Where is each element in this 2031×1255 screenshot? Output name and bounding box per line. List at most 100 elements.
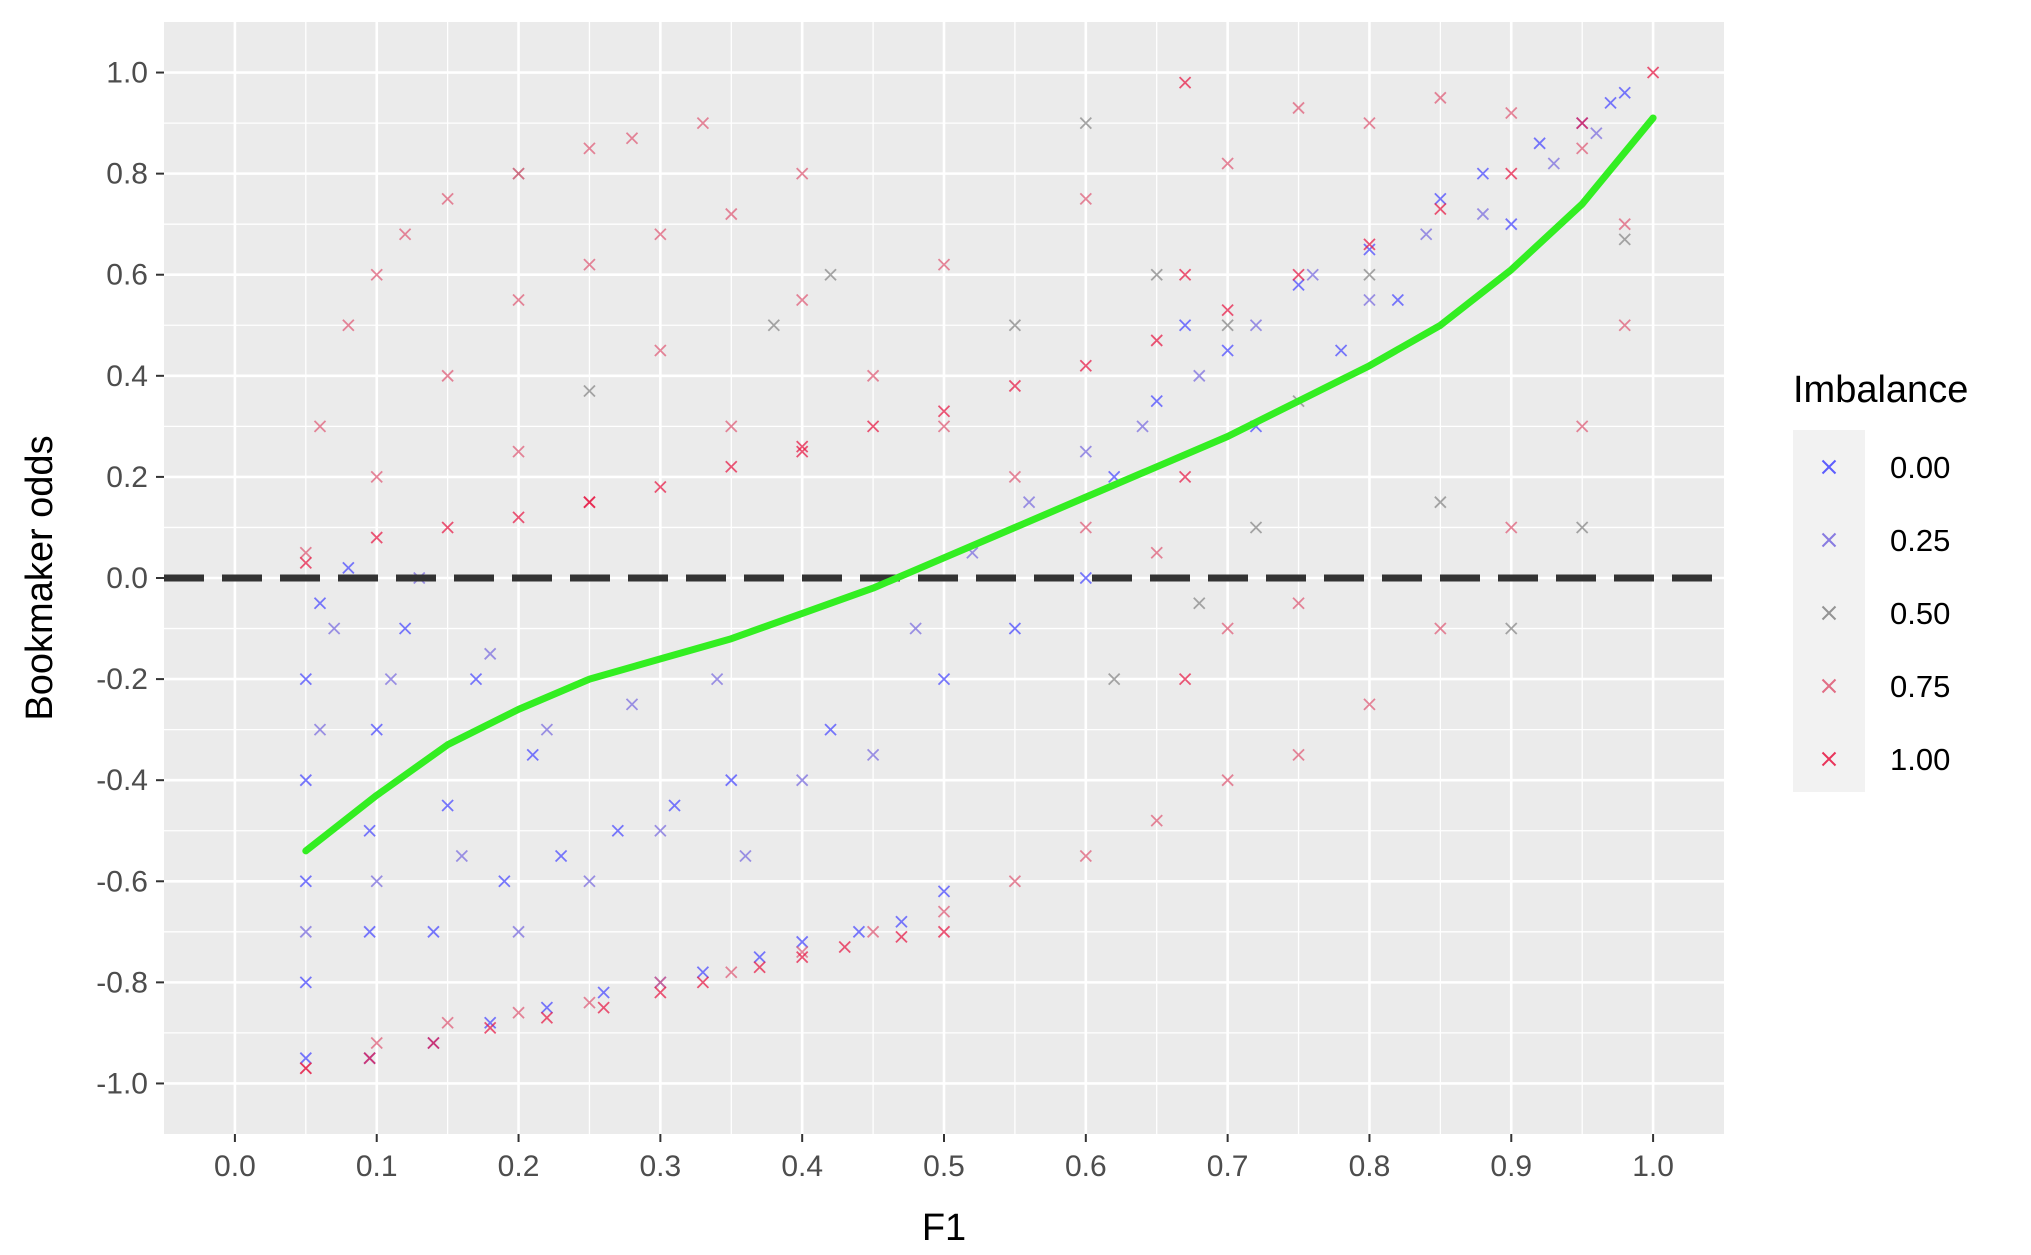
data-point [1136, 420, 1149, 433]
legend-label: 0.25 [1890, 523, 1950, 558]
data-point [1547, 157, 1560, 170]
data-point [484, 647, 497, 660]
data-point [937, 925, 951, 938]
data-point [299, 672, 312, 686]
legend-title: Imbalance [1793, 369, 1968, 411]
data-point [1221, 344, 1234, 357]
data-point [1221, 303, 1234, 317]
data-point [1434, 622, 1447, 635]
data-point [540, 1001, 554, 1014]
data-point [1178, 319, 1192, 332]
x-tick-label: 0.6 [1065, 1150, 1107, 1183]
data-point [1646, 66, 1660, 79]
data-point [1221, 774, 1234, 787]
data-point [1533, 137, 1546, 150]
data-point [1618, 218, 1631, 231]
data-point [852, 925, 866, 938]
data-point [866, 369, 880, 382]
y-tick-label: 1.0 [106, 57, 148, 90]
data-point [866, 925, 880, 938]
data-point [299, 546, 312, 559]
data-point [1079, 192, 1092, 206]
data-point [753, 961, 766, 974]
y-tick-label: 0.6 [106, 259, 148, 292]
data-point [654, 986, 667, 999]
data-point [1150, 334, 1163, 347]
x-tick-label: 0.5 [923, 1150, 965, 1183]
data-point [540, 723, 554, 736]
data-point [512, 293, 525, 307]
data-point [1363, 293, 1376, 307]
y-tick-label: 0.4 [106, 360, 148, 393]
legend-items: 0.00 0.25 0.50 0.75 1.00 [1821, 450, 1950, 777]
x-tick-label: 0.2 [498, 1150, 540, 1183]
x-tick-label: 0.1 [356, 1150, 398, 1183]
data-point [1079, 571, 1092, 585]
data-point [1363, 116, 1376, 130]
data-point [725, 420, 738, 433]
data-point [1363, 243, 1376, 256]
data-point [1292, 748, 1305, 762]
data-point [328, 622, 341, 635]
data-point [370, 268, 383, 281]
data-point [498, 875, 511, 888]
data-point [1079, 359, 1092, 372]
data-point [796, 293, 809, 307]
data-point [796, 167, 809, 180]
data-point [909, 622, 922, 635]
legend-label: 0.75 [1890, 669, 1950, 704]
data-point [512, 511, 525, 524]
x-tick-label: 0.8 [1349, 1150, 1391, 1183]
data-point [363, 824, 376, 837]
data-point [937, 672, 951, 686]
data-point [1079, 521, 1092, 534]
data-point [1618, 319, 1631, 332]
data-point [1505, 218, 1518, 231]
data-point [796, 935, 809, 949]
data-point [1576, 420, 1589, 433]
legend-key-background [1793, 430, 1865, 792]
data-point [1505, 521, 1518, 534]
data-point [1604, 96, 1617, 110]
legend-label: 1.00 [1890, 742, 1950, 777]
data-point [484, 1016, 497, 1029]
data-point [1008, 470, 1022, 484]
data-point [937, 405, 951, 418]
y-tick-label: -0.6 [96, 865, 148, 898]
data-point [668, 799, 681, 812]
data-point [796, 950, 809, 964]
data-point [1618, 86, 1631, 99]
data-point [299, 1062, 312, 1075]
data-point [512, 925, 525, 938]
data-point [1249, 521, 1263, 534]
x-tick-label: 0.4 [781, 1150, 823, 1183]
data-point [1221, 157, 1234, 170]
x-tick-label: 0.0 [214, 1150, 256, 1183]
data-point [937, 420, 951, 433]
data-point [1434, 91, 1447, 104]
legend-key-marker [1821, 459, 1837, 475]
data-point [1505, 622, 1518, 635]
data-point [1576, 142, 1589, 155]
data-point [1022, 496, 1036, 509]
data-point [583, 875, 596, 888]
data-point [1434, 202, 1447, 216]
data-point [583, 142, 596, 155]
data-point [583, 384, 596, 398]
data-point [611, 824, 624, 837]
data-point [824, 723, 837, 736]
data-point [796, 440, 809, 453]
legend: Imbalance 0.00 0.25 0.50 0.75 1.00 [1793, 369, 1968, 792]
legend-key-marker [1821, 605, 1837, 621]
data-point [1150, 394, 1163, 408]
data-point [654, 228, 667, 241]
x-axis-ticks: 0.0 0.1 0.2 0.3 0.4 0.5 0.6 0.7 0.8 0.9 1.0 [214, 1134, 1674, 1183]
data-point [441, 799, 454, 812]
data-point [753, 950, 766, 964]
data-point [1079, 849, 1092, 863]
legend-key-marker [1821, 751, 1837, 767]
legend-key-marker [1821, 678, 1837, 694]
y-tick-label: 0.0 [106, 562, 148, 595]
data-point [1363, 268, 1376, 281]
